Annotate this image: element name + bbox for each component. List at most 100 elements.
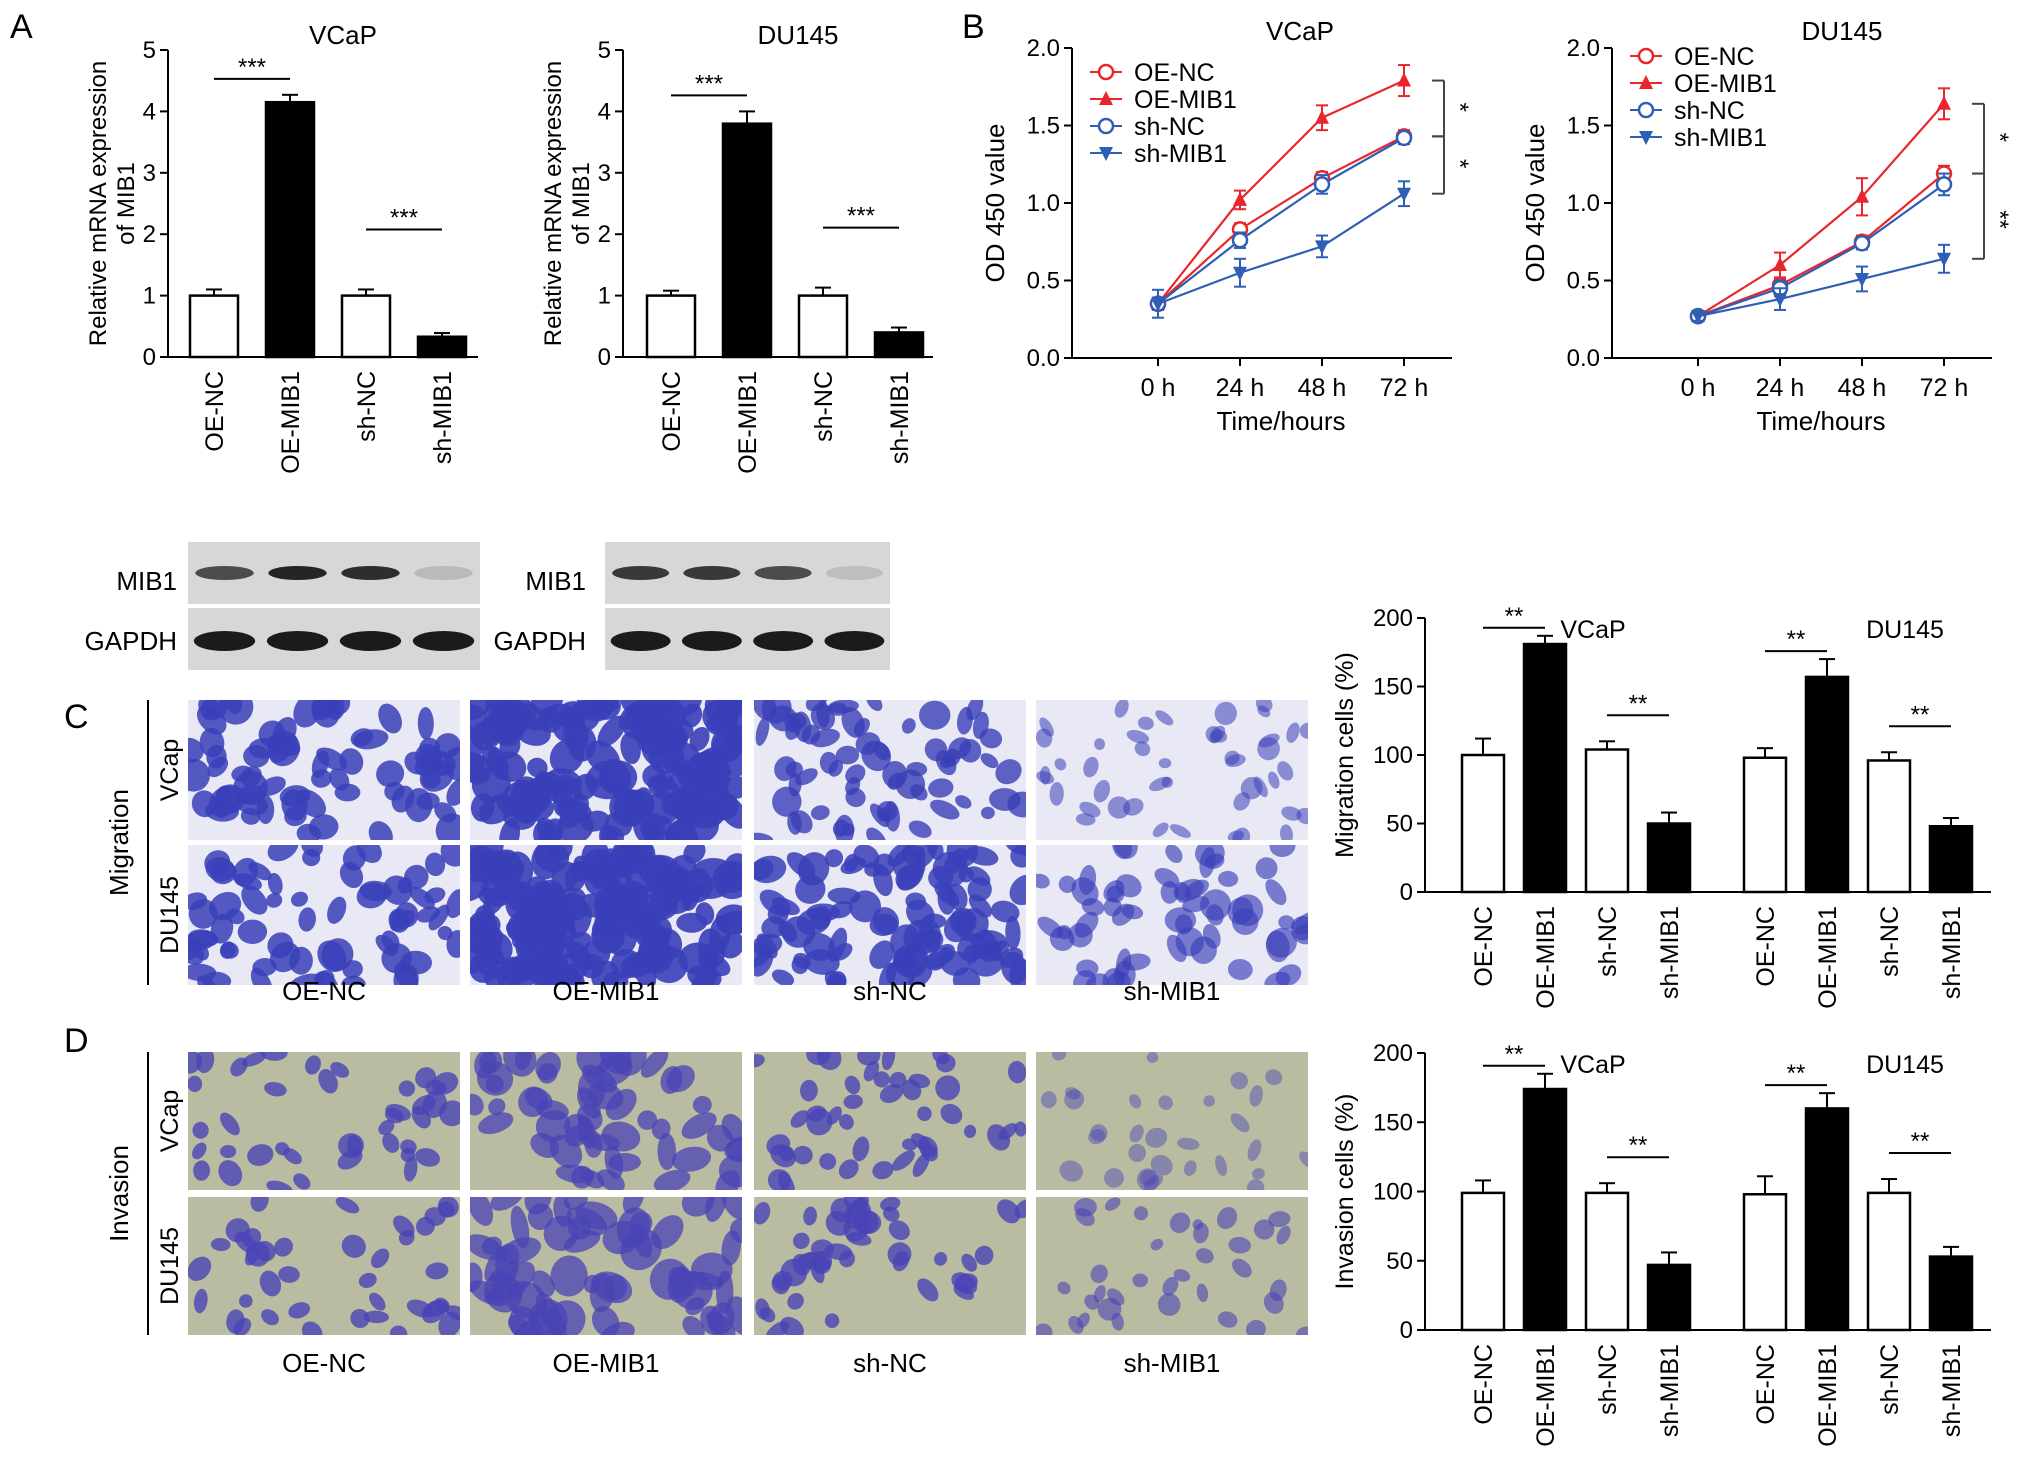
stained-cell	[428, 904, 450, 931]
stained-cell	[1228, 1236, 1251, 1254]
stained-cell	[1230, 1113, 1250, 1133]
stained-cell	[1269, 845, 1296, 858]
stained-cell	[1264, 971, 1291, 985]
stained-cell	[341, 1234, 366, 1258]
stained-cell	[1296, 807, 1308, 825]
stained-cell	[935, 1075, 961, 1101]
stained-cell	[330, 1062, 350, 1078]
stained-cell	[878, 962, 897, 985]
bar-OE-NC	[1460, 753, 1506, 894]
bar-OE-NC	[645, 294, 697, 359]
stained-cell	[872, 1161, 894, 1180]
stained-cell	[671, 1146, 712, 1172]
stained-cell	[1039, 717, 1054, 737]
stained-cell	[342, 960, 363, 979]
stained-cell	[698, 952, 731, 977]
stained-cell	[1233, 792, 1251, 811]
stained-cell	[499, 956, 529, 985]
stained-cell	[566, 1207, 608, 1236]
stained-cell	[375, 934, 398, 956]
column-label: sh-MIB1	[1124, 1348, 1221, 1378]
stained-cell	[470, 910, 498, 940]
band-gapdh	[753, 631, 814, 651]
stained-cell	[1232, 827, 1251, 840]
stained-cell	[676, 787, 697, 819]
stained-cell	[1281, 806, 1302, 821]
stained-cell	[1054, 758, 1067, 771]
stained-cell	[819, 751, 839, 774]
stained-cell	[653, 1169, 691, 1190]
stained-cell	[1145, 1127, 1168, 1148]
significance-stars: ***	[847, 203, 875, 230]
stained-cell	[446, 889, 460, 919]
bar-OE-MIB1	[1522, 642, 1568, 894]
stained-cell	[905, 899, 935, 929]
stained-cell	[980, 753, 999, 769]
band-mib1	[268, 566, 327, 580]
stained-cell	[1162, 1276, 1179, 1296]
stained-cell	[1268, 1211, 1291, 1228]
stained-cell	[1276, 1225, 1291, 1245]
stained-cell	[327, 896, 347, 924]
stained-cell	[1206, 904, 1224, 926]
b-y-tick-label: 0.0	[1027, 345, 1060, 372]
marker-circle	[1637, 101, 1655, 119]
micrograph-tile	[1036, 700, 1308, 840]
stained-cell	[827, 973, 847, 985]
blot-label-gapdh: GAPDH	[494, 626, 586, 656]
bar-sh-NC	[1584, 748, 1630, 894]
stained-cell	[717, 700, 742, 734]
stained-cell	[583, 700, 619, 713]
significance-stars: **	[1911, 701, 1930, 728]
row-label-vcap: VCap	[156, 1090, 184, 1153]
stained-cell	[1175, 878, 1205, 902]
stained-cell	[510, 779, 533, 803]
stained-cell	[633, 816, 657, 840]
micrograph-cells	[1036, 845, 1308, 985]
stained-cell	[289, 946, 313, 975]
bracket-stars: *	[1986, 133, 2013, 142]
stained-cell	[827, 887, 861, 905]
stained-cell	[490, 1197, 525, 1211]
stained-cell	[288, 1302, 311, 1319]
stained-cell	[803, 933, 836, 961]
stained-cell	[810, 805, 830, 821]
stained-cell	[196, 705, 227, 735]
y-axis-label-2: of MIB1	[113, 162, 140, 245]
stained-cell	[1195, 845, 1225, 868]
marker-triangle-down	[1397, 187, 1411, 202]
micrograph-cells	[470, 1197, 742, 1335]
c-y-tick-label: 100	[1373, 1179, 1413, 1206]
chart-title: VCaP	[1266, 16, 1334, 46]
stained-cell	[604, 1145, 624, 1180]
stained-cell	[1290, 916, 1308, 945]
stained-cell	[669, 855, 697, 880]
legend-label: sh-MIB1	[1674, 124, 1767, 152]
stained-cell	[793, 1145, 813, 1165]
stained-cell	[284, 806, 307, 827]
stained-cell	[378, 703, 402, 734]
stained-cell	[1051, 1052, 1067, 1061]
stained-cell	[1094, 738, 1106, 750]
stained-cell	[405, 788, 433, 823]
stained-cell	[264, 1081, 287, 1097]
blot-label-mib1: MIB1	[116, 566, 177, 596]
stained-cell	[932, 1052, 950, 1065]
series-line-sh-NC	[1697, 183, 1945, 318]
stained-cell	[1277, 761, 1294, 781]
stained-cell	[335, 1197, 360, 1214]
stained-cell	[1265, 879, 1287, 906]
stained-cell	[1009, 874, 1026, 906]
stained-cell	[1230, 1072, 1248, 1090]
stained-cell	[546, 845, 573, 862]
band-gapdh	[266, 631, 329, 651]
marker-circle	[1097, 63, 1115, 81]
stained-cell	[835, 745, 860, 765]
stained-cell	[824, 849, 844, 868]
stained-cell	[358, 1272, 377, 1288]
marker-triangle-up	[1937, 95, 1951, 110]
stained-cell	[621, 789, 654, 821]
b-y-tick-label: 1.5	[1567, 113, 1600, 140]
stained-cell	[233, 770, 268, 805]
stained-cell	[363, 1310, 389, 1324]
